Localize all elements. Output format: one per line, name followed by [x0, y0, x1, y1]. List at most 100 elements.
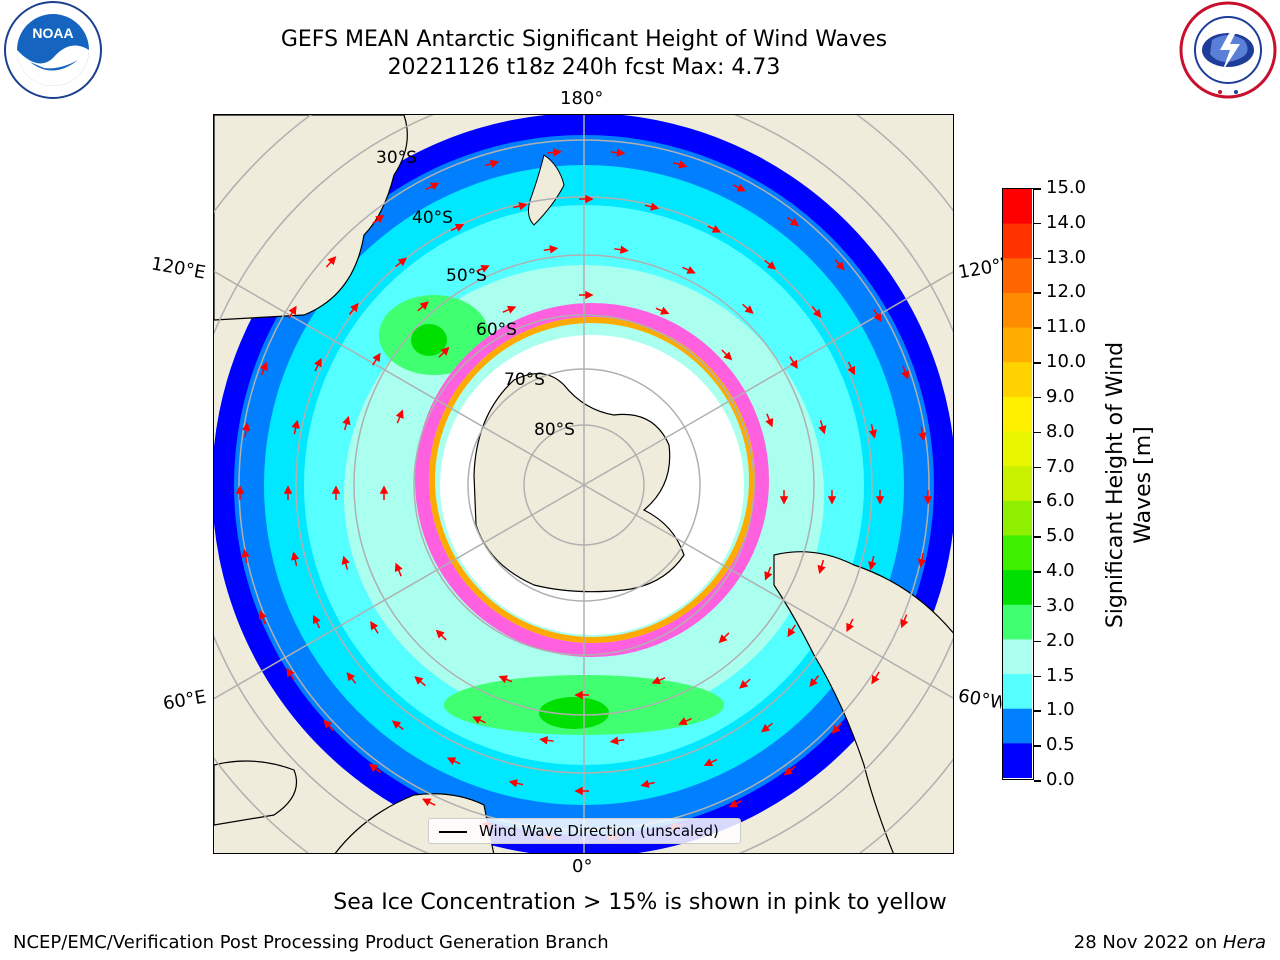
wave-direction-arrow	[484, 159, 500, 168]
colorbar-tick	[1034, 536, 1041, 538]
colorbar-tick-label: 10.0	[1046, 351, 1087, 373]
meridian	[214, 271, 953, 700]
colorbar-tick	[1034, 501, 1041, 503]
colorbar-tick-label: 13.0	[1046, 246, 1087, 268]
wave-direction-arrow	[923, 490, 933, 505]
colorbar-tick-label: 1.5	[1046, 664, 1075, 686]
chart-title: GEFS MEAN Antarctic Significant Height o…	[280, 27, 888, 52]
wave-direction-arrow	[342, 415, 351, 431]
colorbar-band	[1003, 535, 1032, 571]
wave-direction-arrow	[789, 356, 798, 370]
wave-direction-arrow	[901, 365, 910, 380]
colorbar-tick	[1034, 675, 1041, 678]
wave-direction-arrow	[787, 624, 796, 638]
wave-direction-arrow	[291, 419, 300, 435]
colorbar-band	[1003, 396, 1032, 433]
colorbar-tick-label: 7.0	[1046, 455, 1075, 477]
wave-direction-arrow	[818, 420, 827, 435]
colorbar-tick	[1034, 396, 1041, 399]
lat-label: 60°S	[476, 320, 517, 340]
wave-direction-arrow	[900, 614, 909, 629]
wave-direction-arrow	[868, 424, 877, 439]
colorbar-band	[1003, 639, 1032, 675]
wave-direction-arrow	[422, 798, 436, 807]
wave-direction-arrow	[379, 485, 389, 500]
wave-direction-arrow	[508, 779, 524, 788]
wave-direction-arrow	[811, 306, 822, 319]
wave-direction-arrow	[283, 485, 293, 500]
australia	[214, 115, 408, 321]
colorbar-band	[1003, 500, 1032, 536]
wave-direction-arrow	[370, 620, 379, 634]
wave-direction-arrow	[579, 290, 594, 300]
colorbar-tick	[1034, 257, 1041, 260]
wave-direction-arrow	[827, 490, 837, 505]
wave-direction-arrow	[341, 555, 350, 570]
noaa-logo-text: NOAA	[32, 25, 73, 41]
colorbar-tick	[1034, 188, 1041, 190]
wave-direction-arrow	[395, 257, 408, 268]
wave-direction-arrow	[498, 675, 513, 684]
wave-direction-arrow	[786, 216, 800, 227]
colorbar-swatches	[1003, 189, 1032, 779]
wave-direction-arrow	[831, 722, 843, 734]
wave-direction-arrow	[873, 309, 882, 323]
wave-direction-arrow	[678, 717, 692, 725]
south-america	[773, 551, 953, 853]
wave-direction-arrow	[847, 361, 856, 376]
wave-direction-arrow	[764, 259, 777, 270]
wave-blob-2-core	[539, 697, 609, 729]
noaa-logo: NOAA	[4, 1, 102, 99]
wave-direction-arrow	[241, 422, 251, 437]
lat-label: 70°S	[504, 370, 545, 390]
wave-direction-arrow	[348, 302, 359, 315]
wave-direction-arrow	[739, 678, 751, 689]
wave-direction-arrow	[235, 485, 245, 500]
wave-direction-arrow	[543, 245, 559, 254]
legend-label: Wind Wave Direction (unscaled)	[479, 822, 719, 840]
lat-label: 40°S	[412, 208, 453, 228]
wave-direction-arrow	[331, 485, 341, 500]
wave-direction-arrow	[259, 361, 268, 376]
wave-direction-arrow	[476, 265, 490, 273]
wave-direction-arrow	[502, 305, 517, 314]
colorbar-tick	[1034, 710, 1041, 712]
wave-direction-arrow	[871, 671, 880, 685]
lat-label: 80°S	[534, 420, 575, 440]
legend-line-icon	[439, 831, 467, 833]
wave-direction-arrow	[732, 183, 746, 192]
colorbar-band	[1003, 674, 1032, 710]
lon-label-0: 0°	[572, 856, 593, 877]
wave-direction-arrow	[325, 256, 337, 268]
sea-ice-edge	[415, 303, 769, 657]
wave-direction-arrow	[258, 610, 267, 625]
sea-ice-caption: Sea Ice Concentration > 15% is shown in …	[333, 890, 947, 915]
colorbar-band	[1003, 604, 1032, 640]
wave-direction-arrow	[346, 671, 357, 684]
wave-direction-arrow	[682, 266, 696, 274]
colorbar-band	[1003, 223, 1032, 259]
national-weather-service-logo	[1179, 1, 1277, 99]
wave-direction-arrow	[610, 148, 626, 157]
wave-direction-arrow	[314, 357, 322, 372]
wave-direction-arrow	[391, 720, 404, 731]
colorbar-band	[1003, 431, 1032, 467]
sea-ice-inner	[429, 317, 755, 643]
wave-direction-arrow	[868, 555, 877, 571]
wave-direction-arrow	[291, 551, 300, 566]
colorbar-title: Significant Height of Wind Waves [m]	[1102, 342, 1158, 628]
wave-direction-arrow	[760, 722, 773, 733]
wave-direction-arrow	[609, 736, 625, 745]
wave-direction-arrow	[765, 413, 774, 428]
wave-direction-arrow	[417, 301, 429, 312]
colorbar-band	[1003, 362, 1032, 398]
wave-direction-arrow	[395, 409, 404, 424]
colorbar-band	[1003, 258, 1032, 294]
colorbar-tick	[1034, 292, 1041, 294]
lon-label-60w: 60°W	[956, 685, 1004, 714]
wave-direction-arrow	[472, 716, 486, 724]
lon-label-120e: 120°E	[149, 253, 208, 284]
madagascar-region	[214, 760, 298, 826]
wave-direction-arrow	[579, 194, 594, 204]
map-legend: Wind Wave Direction (unscaled)	[428, 818, 741, 844]
